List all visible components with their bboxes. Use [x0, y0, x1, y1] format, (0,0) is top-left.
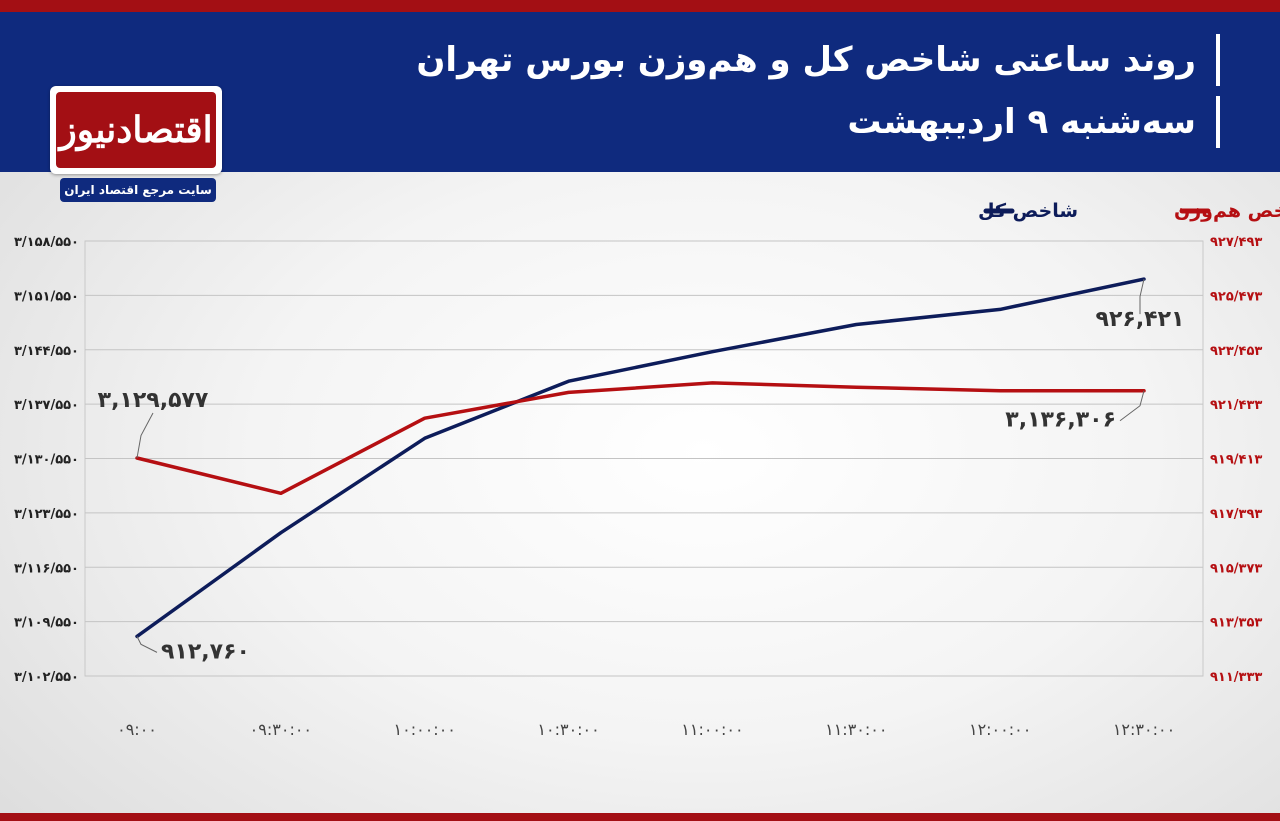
left-axis-tick-label: ۳/۱۴۴/۵۵۰	[14, 344, 79, 359]
series-line-hamvazn	[135, 381, 1146, 496]
right-axis-tick-label: ۹۲۵/۴۷۳	[1210, 289, 1262, 304]
right-axis-tick-label: ۹۲۷/۴۹۳	[1210, 235, 1262, 250]
x-axis-tick-label: ۱۰:۳۰:۰۰	[537, 720, 599, 739]
left-axis-tick-label: ۳/۱۵۱/۵۵۰	[14, 289, 79, 304]
left-axis-tick-label: ۳/۱۲۳/۵۵۰	[14, 507, 79, 522]
left-axis-tick-label: ۳/۱۰۹/۵۵۰	[14, 616, 79, 631]
data-label: ۹۱۲,۷۶۰	[161, 639, 250, 664]
left-axis-tick-label: ۳/۱۳۰/۵۵۰	[14, 453, 79, 468]
right-axis-tick-label: ۹۱۹/۴۱۳	[1210, 453, 1262, 468]
x-axis-tick-label: ۱۲:۰۰:۰۰	[969, 720, 1031, 739]
chart-title: روند ساعتی شاخص کل و هم‌وزن بورس تهران	[416, 34, 1220, 86]
title-block: روند ساعتی شاخص کل و هم‌وزن بورس تهران س…	[416, 34, 1220, 158]
annotation-leader	[1139, 278, 1145, 315]
data-label: ۳,۱۲۹,۵۷۷	[98, 388, 209, 413]
right-axis-tick-label: ۹۱۳/۳۵۳	[1210, 616, 1262, 631]
left-axis-tick-label: ۳/۱۰۲/۵۵۰	[14, 670, 79, 685]
x-axis-tick-label: ۱۲:۳۰:۰۰	[1113, 720, 1175, 739]
x-axis-tick-label: ۱۱:۳۰:۰۰	[825, 720, 887, 739]
annotation-leader	[136, 636, 158, 653]
brand-logo: اقتصادنیوز	[50, 86, 222, 174]
right-axis-tick-label: ۹۲۳/۴۵۳	[1210, 344, 1262, 359]
brand-logo-text: اقتصادنیوز	[56, 92, 216, 168]
left-axis-tick-label: ۳/۱۳۷/۵۵۰	[14, 398, 79, 413]
chart-date: سه‌شنبه ۹ اردیبهشت	[416, 96, 1220, 148]
x-axis-tick-label: ۱۱:۰۰:۰۰	[681, 720, 743, 739]
legend-label: شاخص کل	[978, 200, 1078, 222]
x-axis-tick-label: ۱۰:۰۰:۰۰	[394, 720, 456, 739]
left-axis-tick-label: ۳/۱۵۸/۵۵۰	[14, 235, 79, 250]
right-axis-tick-label: ۹۱۵/۳۷۳	[1210, 561, 1262, 576]
right-axis-tick-label: ۹۱۷/۳۹۳	[1210, 507, 1262, 522]
data-label: ۳,۱۳۶,۳۰۶	[1005, 408, 1116, 433]
top-accent-bar	[0, 0, 1280, 12]
right-axis-tick-label: ۹۲۱/۴۳۳	[1210, 398, 1262, 413]
data-label: ۹۲۶,۴۲۱	[1096, 307, 1185, 332]
legend-label: شاخص هم‌وزن	[1174, 200, 1280, 222]
brand-tagline: سایت مرجع اقتصاد ایران	[60, 178, 216, 202]
annotation-leader	[1119, 390, 1145, 422]
right-axis-tick-label: ۹۱۱/۳۳۳	[1210, 670, 1262, 685]
annotation-leader	[136, 412, 154, 459]
series-line-kol	[135, 277, 1146, 639]
x-axis-tick-label: ۰۹:۳۰:۰۰	[250, 720, 312, 739]
bottom-accent-bar	[0, 813, 1280, 821]
x-axis-tick-label: ۰۹:۰۰	[117, 720, 157, 739]
left-axis-tick-label: ۳/۱۱۶/۵۵۰	[14, 561, 79, 576]
